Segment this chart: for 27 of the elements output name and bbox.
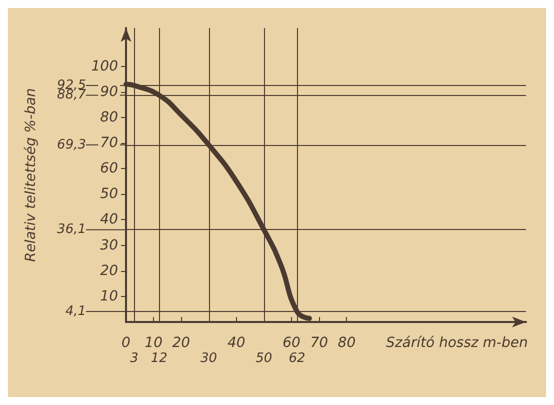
y-tick-label: 30 xyxy=(100,237,118,254)
ref-line-label: 69,3 xyxy=(57,137,86,152)
ref-line-label: 50 xyxy=(256,351,272,366)
y-tick-label: 50 xyxy=(100,186,118,202)
ref-line-label: 36,1 xyxy=(57,222,86,238)
x-tick-label: 80 xyxy=(338,335,356,351)
y-tick-label: 70 xyxy=(100,135,118,152)
y-tick-label: 10 xyxy=(100,288,118,304)
x-tick-label: 40 xyxy=(227,335,246,351)
x-tick-label: 20 xyxy=(172,335,190,351)
x-axis-title: Szárító hossz m-ben xyxy=(386,335,528,351)
y-tick-label: 40 xyxy=(100,212,118,228)
y-tick-label: 100 xyxy=(91,58,118,74)
x-tick-label: 60 xyxy=(282,335,301,351)
y-tick-label: 90 xyxy=(100,84,118,100)
ref-line-label: 62 xyxy=(288,351,306,366)
y-tick-label: 20 xyxy=(100,262,118,279)
x-tick-label: 0 xyxy=(122,335,131,351)
y-axis-title: Relativ telitettség %-ban xyxy=(23,88,39,262)
ref-line-label: 3 xyxy=(130,351,138,366)
ref-line-label: 30 xyxy=(200,351,218,366)
y-tick-label: 80 xyxy=(100,109,118,126)
ref-line-label: 4,1 xyxy=(65,304,86,320)
x-tick-label: 10 xyxy=(144,335,163,351)
x-tick-label: 70 xyxy=(310,335,328,351)
ref-line-label: 12 xyxy=(150,351,168,366)
y-tick-label: 60 xyxy=(100,160,118,177)
